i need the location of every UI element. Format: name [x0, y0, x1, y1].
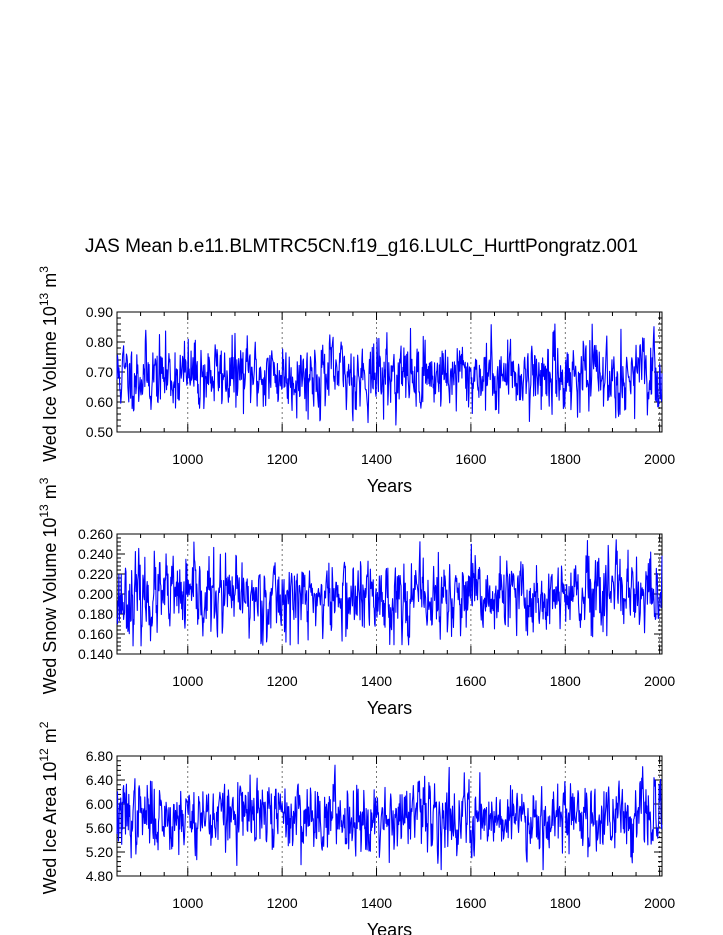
- y-tick-label: 0.180: [78, 606, 113, 622]
- x-axis-title: Years: [367, 476, 412, 496]
- y-tick-label: 0.240: [78, 546, 113, 562]
- y-tick-label: 0.70: [86, 364, 113, 380]
- y-tick-label: 0.140: [78, 646, 113, 662]
- chart-title: JAS Mean b.e11.BLMTRC5CN.f19_g16.LULC_Hu…: [84, 236, 639, 257]
- y-tick-label: 0.80: [86, 334, 113, 350]
- plot-panel-1: 0.50 0.60 0.70 0.80 0.90 1000 1200 1400 1600 1800…: [37, 266, 675, 496]
- y-tick-label: 6.40: [86, 772, 113, 788]
- y-tick-label: 6.00: [86, 796, 113, 812]
- y-tick-label: 0.160: [78, 626, 113, 642]
- y-axis-title: Wed Snow Volume 1013 m3: [37, 477, 60, 694]
- x-tick-label: 2000: [644, 673, 675, 689]
- x-tick-label: 1400: [361, 451, 392, 467]
- x-tick-label: 2000: [644, 895, 675, 911]
- plot-panel-3: 4.80 5.20 5.60 6.00 6.40 6.80 1000 1200 1400 1600…: [37, 721, 675, 935]
- x-tick-label: 1000: [172, 451, 203, 467]
- y-tick-label: 4.80: [86, 868, 113, 884]
- y-tick-label: 0.90: [86, 304, 113, 320]
- x-tick-label: 1800: [550, 895, 581, 911]
- x-tick-label: 1600: [455, 895, 486, 911]
- series-line: [116, 539, 663, 647]
- x-axis-title: Years: [367, 698, 412, 718]
- series-line: [116, 764, 663, 871]
- x-axis-title: Years: [367, 920, 412, 935]
- y-tick-label: 0.200: [78, 586, 113, 602]
- series-line: [116, 323, 663, 426]
- x-tick-label: 1000: [172, 895, 203, 911]
- x-tick-label: 1400: [361, 673, 392, 689]
- x-tick-label: 1200: [267, 673, 298, 689]
- x-tick-label: 1200: [267, 451, 298, 467]
- y-tick-label: 0.60: [86, 394, 113, 410]
- y-axis-title: Wed Ice Area 1012 m2: [37, 721, 60, 894]
- x-tick-label: 1400: [361, 895, 392, 911]
- x-tick-label: 1000: [172, 673, 203, 689]
- y-tick-label: 0.220: [78, 566, 113, 582]
- y-tick-label: 5.60: [86, 820, 113, 836]
- y-tick-label: 5.20: [86, 844, 113, 860]
- x-tick-label: 1600: [455, 673, 486, 689]
- y-tick-label: 0.50: [86, 424, 113, 440]
- x-tick-label: 1800: [550, 673, 581, 689]
- y-tick-label: 0.260: [78, 526, 113, 542]
- y-axis-title: Wed Ice Volume 1013 m3: [37, 266, 60, 462]
- plot-panel-2: 0.140 0.160 0.180 0.200 0.220 0.240 0.260 1000 1…: [37, 477, 675, 718]
- x-tick-label: 1200: [267, 895, 298, 911]
- y-tick-label: 6.80: [86, 748, 113, 764]
- x-tick-label: 1800: [550, 451, 581, 467]
- x-tick-label: 1600: [455, 451, 486, 467]
- x-tick-label: 2000: [644, 451, 675, 467]
